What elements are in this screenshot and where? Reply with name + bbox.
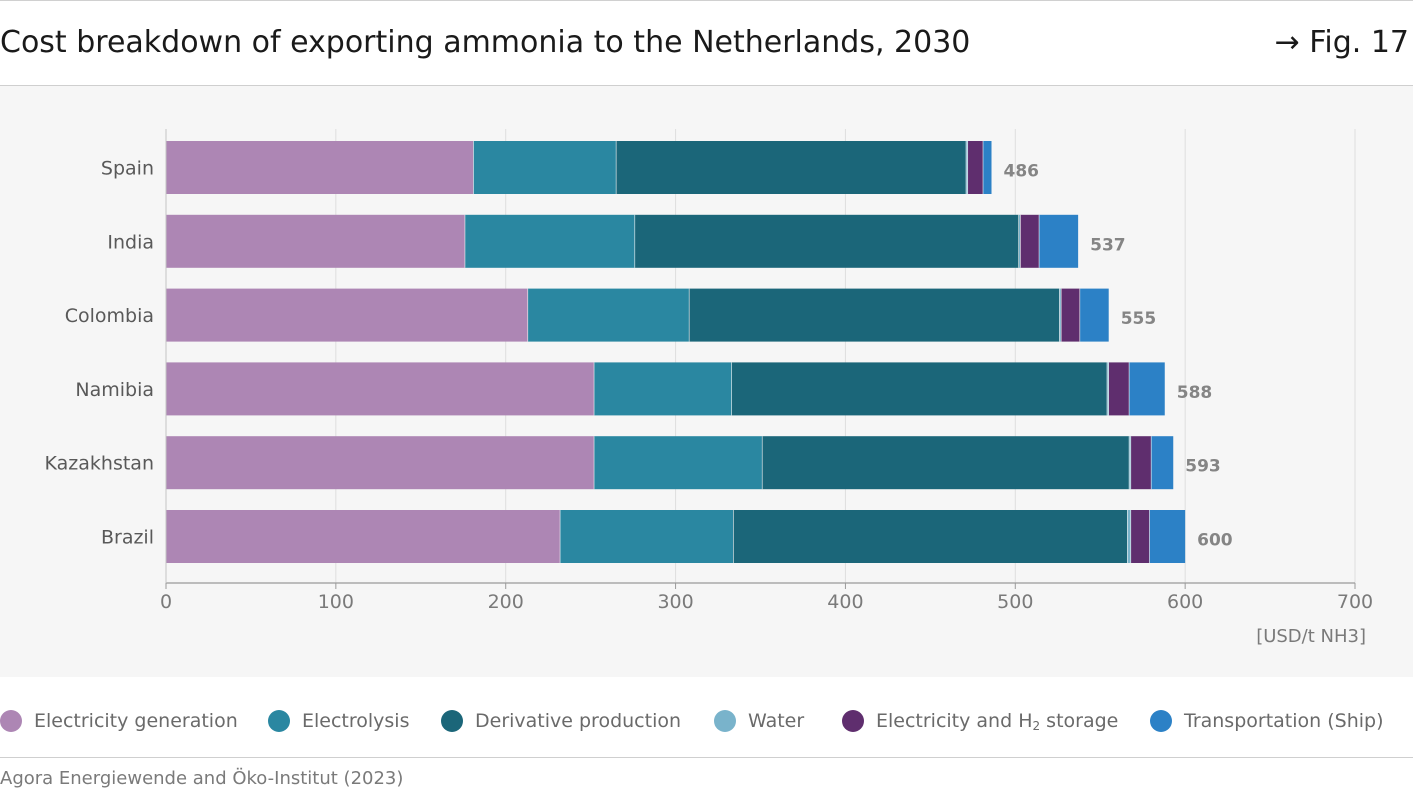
legend-item: Transportation (Ship) [1150, 705, 1384, 737]
bar-segment-water [1127, 510, 1131, 563]
total-value-label: 486 [1004, 162, 1040, 182]
bar-segment-electrolysis [464, 214, 635, 268]
x-tick-label: 0 [160, 591, 172, 613]
bar-segment-electricity-and-h2-storage [1130, 436, 1152, 490]
total-value-label: 593 [1185, 457, 1221, 477]
legend-swatch [0, 710, 22, 732]
x-axis-unit-label: [USD/t NH3] [1256, 626, 1366, 647]
x-axis: 0 100 200 300 400 500 600 700 [160, 129, 1373, 613]
bar-kazakhstan [166, 436, 1174, 490]
source-note: Agora Energiewende and Öko-Institut (202… [0, 768, 404, 789]
legend-item: Electrolysis [268, 705, 410, 737]
bar-segment-electricity-and-h2-storage [1020, 214, 1040, 268]
bar-colombia [166, 288, 1109, 342]
bar-segment-electricity-generation [166, 288, 528, 342]
category-label: India [107, 231, 154, 253]
bar-segment-derivative-production [689, 288, 1060, 342]
bar-segment-electricity-generation [166, 362, 595, 416]
legend-label: Electricity and H2 storage [876, 710, 1118, 733]
bar-segment-water [966, 141, 968, 194]
total-value-label: 600 [1197, 531, 1233, 551]
legend-swatch [714, 710, 736, 732]
legend-label: Transportation (Ship) [1184, 710, 1384, 732]
category-label: Spain [101, 158, 154, 180]
bar-segment-electricity-and-h2-storage [1108, 362, 1130, 416]
total-value-label: 555 [1121, 309, 1157, 329]
legend-label: Electricity generation [34, 710, 238, 732]
bar-brazil [166, 510, 1186, 563]
bar-india [166, 214, 1079, 268]
category-label: Brazil [101, 527, 154, 549]
bar-segment-electricity-and-h2-storage [967, 141, 984, 194]
bar-segment-derivative-production [616, 141, 967, 194]
header-rule [0, 85, 1413, 86]
bar-namibia [166, 362, 1165, 416]
legend-label: Water [748, 710, 805, 732]
bar-segment-transportation-ship- [1129, 362, 1165, 416]
bar-segment-derivative-production [733, 510, 1128, 563]
bar-segment-electricity-generation [166, 436, 595, 490]
total-labels: 486 537 555 588 593 600 [1004, 162, 1233, 551]
legend-label: Electrolysis [302, 710, 410, 732]
x-tick-label: 200 [488, 591, 524, 613]
legend-item: Derivative production [441, 705, 681, 737]
legend-label-main: Electricity and H [876, 709, 1033, 732]
x-tick-label: 700 [1337, 591, 1373, 613]
bar-segment-electricity-generation [166, 214, 465, 268]
bar-segment-transportation-ship- [1149, 510, 1186, 563]
category-label: Colombia [65, 305, 154, 327]
total-value-label: 588 [1177, 383, 1213, 403]
bar-segment-electrolysis [560, 510, 734, 563]
legend-label-subscript: 2 [1032, 718, 1041, 733]
x-tick-label: 300 [657, 591, 693, 613]
bar-segment-electricity-and-h2-storage [1061, 288, 1080, 342]
top-rule [0, 0, 1413, 1]
bar-segment-electricity-and-h2-storage [1130, 510, 1150, 563]
legend-item: Electricity and H2 storage [842, 705, 1118, 737]
figure-header: Cost breakdown of exporting ammonia to t… [0, 20, 1413, 66]
bar-segment-transportation-ship- [983, 141, 992, 194]
chart-title: Cost breakdown of exporting ammonia to t… [0, 25, 971, 60]
bar-segment-derivative-production [634, 214, 1019, 268]
stacked-bar-chart: 0 100 200 300 400 500 600 700 Spain India Colombi… [45, 129, 1373, 647]
total-value-label: 537 [1090, 235, 1126, 255]
legend-swatch [842, 710, 864, 732]
x-tick-label: 100 [318, 591, 354, 613]
category-label: Namibia [75, 379, 154, 401]
legend-swatch [268, 710, 290, 732]
bar-segment-electrolysis [594, 436, 763, 490]
bar-segment-water [1059, 288, 1062, 342]
footer-rule [0, 757, 1413, 758]
bar-segment-electricity-generation [166, 510, 561, 563]
bar-segment-electrolysis [527, 288, 690, 342]
bar-segment-electrolysis [594, 362, 732, 416]
figure-reference-link[interactable]: → Fig. 17 [1274, 25, 1409, 60]
bar-segment-water [1018, 214, 1021, 268]
bar-segment-water [1107, 362, 1109, 416]
bar-spain [166, 141, 992, 194]
bar-segment-transportation-ship- [1039, 214, 1079, 268]
bar-segment-electrolysis [473, 141, 617, 194]
x-tick-label: 400 [827, 591, 863, 613]
x-tick-label: 600 [1167, 591, 1203, 613]
legend-swatch [441, 710, 463, 732]
legend-item: Water [714, 705, 804, 737]
category-labels: Spain India Colombia Namibia Kazakhstan Brazi… [45, 158, 154, 549]
bars [166, 141, 1186, 563]
category-label: Kazakhstan [45, 453, 154, 475]
gridlines [335, 129, 1356, 583]
bar-segment-transportation-ship- [1151, 436, 1174, 490]
legend-label-tail: storage [1040, 709, 1119, 732]
legend: Electricity generation Electrolysis Deriva… [0, 705, 1413, 737]
legend-swatch [1150, 710, 1172, 732]
bar-segment-water [1129, 436, 1131, 490]
bar-segment-transportation-ship- [1079, 288, 1109, 342]
x-tick-label: 500 [997, 591, 1033, 613]
bar-segment-electricity-generation [166, 141, 474, 194]
bar-segment-derivative-production [762, 436, 1130, 490]
legend-item: Electricity generation [0, 705, 238, 737]
bar-segment-derivative-production [731, 362, 1108, 416]
legend-label: Derivative production [475, 710, 682, 732]
